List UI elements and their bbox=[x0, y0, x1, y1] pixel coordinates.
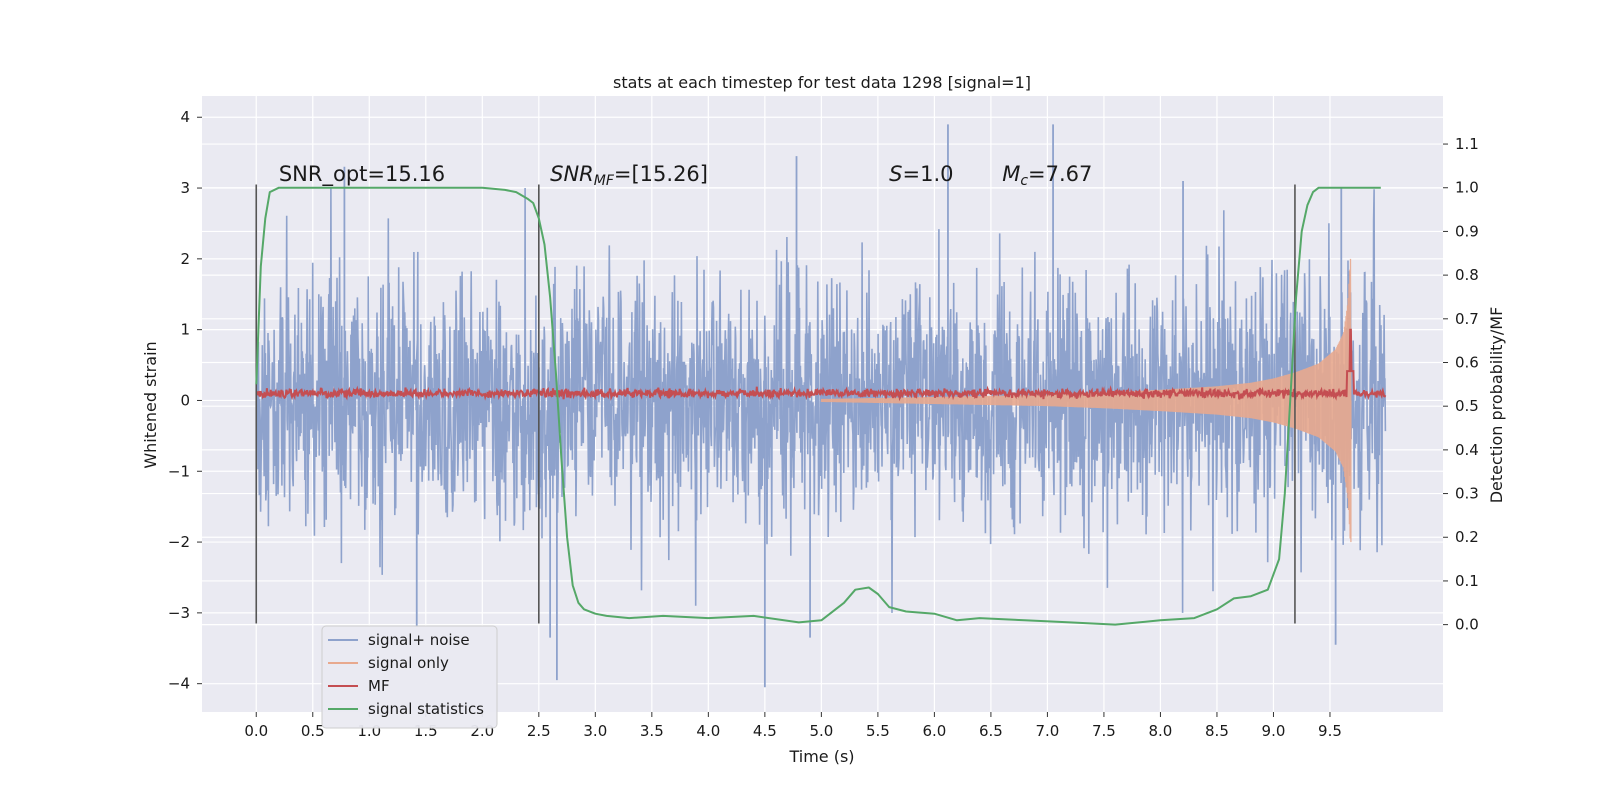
y2-tick-label: 0.3 bbox=[1455, 485, 1479, 503]
legend-box bbox=[321, 625, 498, 729]
y-tick-label: −2 bbox=[168, 533, 190, 551]
x-tick-label: 6.5 bbox=[979, 722, 1003, 740]
annotation: S=1.0 bbox=[889, 162, 953, 186]
y-tick-label: −3 bbox=[168, 604, 190, 622]
annotation: Mc=7.67 bbox=[1002, 162, 1092, 189]
y2-tick-label: 0.2 bbox=[1455, 528, 1479, 546]
series-signal-statistics bbox=[255, 186, 1381, 626]
y-tick-label: −4 bbox=[168, 675, 190, 693]
x-tick-label: 7.5 bbox=[1092, 722, 1116, 740]
y2-tick-label: 0.5 bbox=[1455, 397, 1479, 415]
x-tick-label: 9.5 bbox=[1318, 722, 1342, 740]
x-tick-label: 5.5 bbox=[866, 722, 890, 740]
annotations: SNR_opt=15.16 SNRMF=[15.26] S=1.0 Mc=7.67 bbox=[279, 162, 1093, 189]
y2-tick-label: 0.9 bbox=[1455, 222, 1479, 240]
x-tick-label: 6.0 bbox=[922, 722, 946, 740]
y2-tick-label: 0.4 bbox=[1455, 441, 1479, 459]
legend-label: signal+ noise bbox=[368, 631, 470, 649]
annotation-part: SNR bbox=[550, 162, 594, 186]
y2-tick-label: 0.7 bbox=[1455, 310, 1479, 328]
chart-title: stats at each timestep for test data 129… bbox=[613, 73, 1031, 92]
x-tick-label: 4.5 bbox=[753, 722, 777, 740]
x-tick-label: 8.5 bbox=[1205, 722, 1229, 740]
annotation: SNRMF=[15.26] bbox=[550, 162, 708, 189]
legend-label: signal only bbox=[368, 654, 449, 672]
y2-tick-label: 0.0 bbox=[1455, 616, 1479, 634]
x-tick-label: 4.0 bbox=[696, 722, 720, 740]
annotation-part: =7.67 bbox=[1028, 162, 1092, 186]
annotation-part: SNR_opt=15.16 bbox=[279, 162, 445, 187]
x-tick-label: 2.5 bbox=[527, 722, 551, 740]
legend: signal+ noise signal only MF signal statist… bbox=[321, 625, 498, 729]
x-tick-label: 3.0 bbox=[583, 722, 607, 740]
x-tick-label: 0.0 bbox=[244, 722, 268, 740]
y-axis-right: 0.0 0.1 0.2 0.3 0.4 0.5 0.6 0.7 0.8 0.9 1.0 1.1 bbox=[1443, 135, 1479, 634]
x-tick-label: 0.5 bbox=[301, 722, 325, 740]
legend-label: MF bbox=[368, 677, 390, 695]
y2-tick-label: 1.1 bbox=[1455, 135, 1479, 153]
x-axis-title: Time (s) bbox=[788, 747, 854, 766]
annotation: SNR_opt=15.16 bbox=[279, 162, 445, 187]
legend-label: signal statistics bbox=[368, 700, 484, 718]
y-tick-label: 4 bbox=[180, 108, 190, 126]
annotation-part: =[15.26] bbox=[614, 162, 708, 186]
series-signal-only bbox=[820, 258, 1352, 543]
x-tick-label: 9.0 bbox=[1262, 722, 1286, 740]
x-tick-label: 8.0 bbox=[1149, 722, 1173, 740]
annotation-part: =1.0 bbox=[903, 162, 954, 186]
annotation-part: c bbox=[1020, 173, 1028, 189]
y-axis-left: −4 −3 −2 −1 0 1 2 3 4 bbox=[168, 108, 202, 693]
x-tick-label: 7.0 bbox=[1035, 722, 1059, 740]
y-tick-label: 1 bbox=[180, 321, 190, 339]
series-mf bbox=[255, 328, 1387, 402]
y-tick-label: 0 bbox=[180, 391, 190, 409]
y2-tick-label: 0.6 bbox=[1455, 353, 1479, 371]
y2-tick-label: 0.8 bbox=[1455, 266, 1479, 284]
y-tick-label: −1 bbox=[168, 462, 190, 480]
annotation-part: S bbox=[889, 162, 902, 186]
y2-axis-title: Detection probability/MF bbox=[1487, 307, 1506, 504]
plot-layer bbox=[255, 124, 1387, 688]
x-tick-label: 3.5 bbox=[640, 722, 664, 740]
y-tick-label: 2 bbox=[180, 250, 190, 268]
y-axis-title: Whitened strain bbox=[141, 341, 160, 468]
annotation-part: MF bbox=[594, 173, 615, 189]
x-tick-label: 5.0 bbox=[809, 722, 833, 740]
y-tick-label: 3 bbox=[180, 179, 190, 197]
y2-tick-label: 1.0 bbox=[1455, 179, 1479, 197]
annotation-part: M bbox=[1002, 162, 1020, 186]
y2-tick-label: 0.1 bbox=[1455, 572, 1479, 590]
